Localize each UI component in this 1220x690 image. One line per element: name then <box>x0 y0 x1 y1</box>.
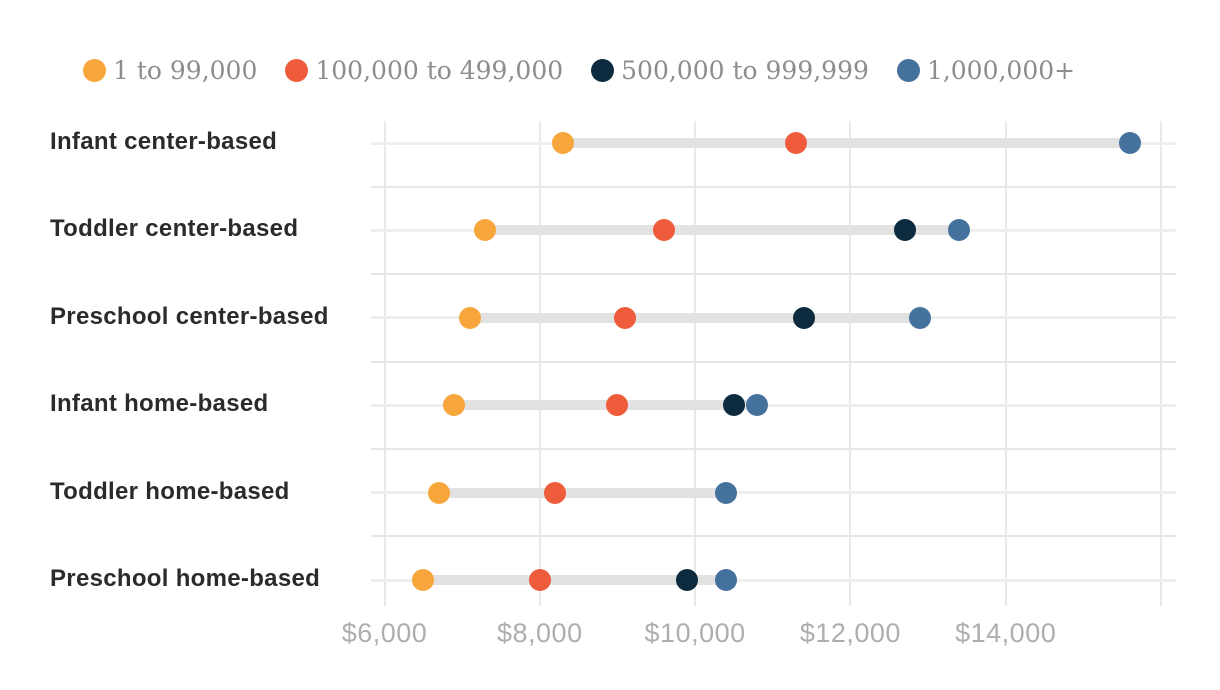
data-point-1-000-000 <box>746 394 769 417</box>
data-point-1-to-99-000 <box>443 394 466 417</box>
category-label-preschool-center-based: Preschool center-based <box>50 302 329 330</box>
gridline-vertical <box>694 121 697 606</box>
data-point-100-000-to-499-000 <box>785 132 808 154</box>
row-baseline <box>371 403 1176 407</box>
data-point-500-000-to-999-999 <box>722 394 745 417</box>
gridline-vertical <box>538 121 541 606</box>
data-point-100-000-to-499-000 <box>544 481 567 504</box>
row-baseline <box>371 491 1176 495</box>
range-bar <box>438 487 727 498</box>
category-label-infant-home-based: Infant home-based <box>50 390 269 418</box>
data-point-1-000-000 <box>909 306 932 329</box>
range-bar <box>469 312 921 323</box>
legend-label: 500,000 to 999,999 <box>621 55 869 85</box>
range-bar <box>454 400 758 411</box>
data-point-1-to-99-000 <box>412 569 435 591</box>
legend-item-1-to-99-000[interactable]: 1 to 99,000 <box>83 56 257 85</box>
legend-dot-icon <box>83 58 106 82</box>
category-label-preschool-home-based: Preschool home-based <box>50 565 321 592</box>
legend-label: 100,000 to 499,000 <box>315 55 564 85</box>
gridline-horizontal <box>371 273 1176 276</box>
legend-item-500-000-to-999-999[interactable]: 500,000 to 999,999 <box>591 56 869 85</box>
gridline-vertical <box>1160 121 1162 606</box>
data-point-1-000-000 <box>715 481 738 504</box>
gridline-horizontal <box>371 447 1176 450</box>
data-point-100-000-to-499-000 <box>614 306 637 329</box>
data-point-500-000-to-999-999 <box>676 569 699 591</box>
category-label-infant-center-based: Infant center-based <box>50 128 278 155</box>
x-tick-label: $6,000 <box>341 618 428 648</box>
gridline-vertical <box>1004 121 1007 606</box>
legend-label: 1,000,000+ <box>926 55 1076 85</box>
chart-legend: 1 to 99,000 100,000 to 499,000 500,000 to … <box>83 52 1075 88</box>
data-point-1-to-99-000 <box>427 481 450 504</box>
data-point-100-000-to-499-000 <box>528 569 551 591</box>
range-bar <box>563 138 1130 148</box>
data-point-1-to-99-000 <box>458 306 481 329</box>
gridline-horizontal <box>371 185 1176 188</box>
gridline-vertical <box>383 121 386 606</box>
data-point-500-000-to-999-999 <box>792 306 815 329</box>
gridline-horizontal <box>371 360 1176 363</box>
x-tick-label: $14,000 <box>955 618 1057 648</box>
legend-item-100-000-to-499-000[interactable]: 100,000 to 499,000 <box>285 56 563 85</box>
legend-dot-icon <box>896 58 920 82</box>
legend-dot-icon <box>285 58 309 82</box>
range-bar <box>423 575 727 585</box>
legend-item-1-000-000[interactable]: 1,000,000+ <box>896 55 1076 85</box>
data-point-100-000-to-499-000 <box>606 394 629 417</box>
data-point-100-000-to-499-000 <box>653 219 676 242</box>
row-baseline <box>371 578 1176 582</box>
x-tick-label: $12,000 <box>799 618 901 648</box>
data-point-1-000-000 <box>1118 132 1141 154</box>
gridline-horizontal <box>371 535 1176 538</box>
x-tick-label: $10,000 <box>644 618 746 648</box>
range-bar <box>485 225 960 236</box>
x-tick-label: $8,000 <box>497 618 583 648</box>
data-point-1-000-000 <box>715 569 738 591</box>
category-label-toddler-center-based: Toddler center-based <box>50 215 299 243</box>
category-label-toddler-home-based: Toddler home-based <box>50 477 290 505</box>
data-point-1-to-99-000 <box>474 219 497 242</box>
data-point-1-to-99-000 <box>552 132 575 154</box>
gridline-vertical <box>849 121 852 606</box>
legend-dot-icon <box>591 58 615 82</box>
data-point-500-000-to-999-999 <box>893 219 916 242</box>
data-point-1-000-000 <box>948 219 971 242</box>
legend-label: 1 to 99,000 <box>113 55 258 85</box>
